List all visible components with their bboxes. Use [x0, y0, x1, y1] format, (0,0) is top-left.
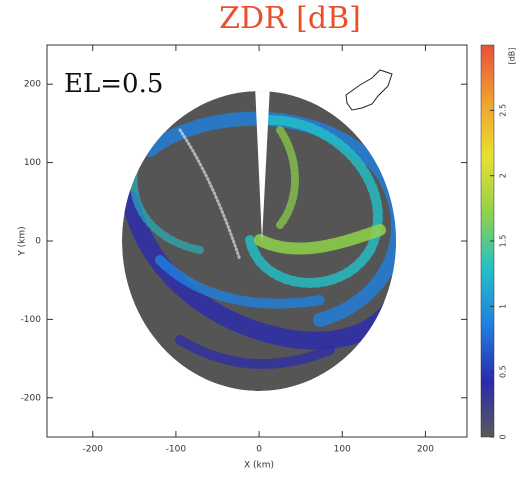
- colorbar-label: [dB]: [508, 48, 517, 65]
- colorbar-tick-label: 2: [499, 173, 508, 178]
- y-tick-label: 0: [35, 237, 41, 247]
- y-axis-label: Y (km): [18, 226, 28, 256]
- coast-outline: [345, 69, 393, 111]
- x-tick-label: 0: [256, 445, 262, 455]
- colorbar-tick-label: 1: [499, 304, 508, 309]
- colorbar-tick-label: 1.5: [499, 235, 508, 248]
- y-tick-label: 100: [24, 158, 41, 168]
- x-axis-label: X (km): [244, 461, 274, 471]
- x-tick-label: -100: [166, 445, 187, 455]
- x-tick-label: 200: [417, 445, 434, 455]
- colorbar-tick-label: 0: [499, 434, 508, 439]
- y-tick-label: -100: [21, 315, 42, 325]
- x-tick-label: 100: [334, 445, 351, 455]
- colorbar-tick-label: 2.5: [499, 104, 508, 117]
- y-tick-label: -200: [21, 393, 42, 403]
- chart-title: ZDR [dB]: [219, 1, 361, 36]
- x-tick-label: -200: [83, 445, 104, 455]
- y-tick-label: 200: [24, 80, 41, 90]
- annotation: EL=0.5: [64, 69, 163, 99]
- colorbar-tick-label: 0.5: [499, 365, 508, 378]
